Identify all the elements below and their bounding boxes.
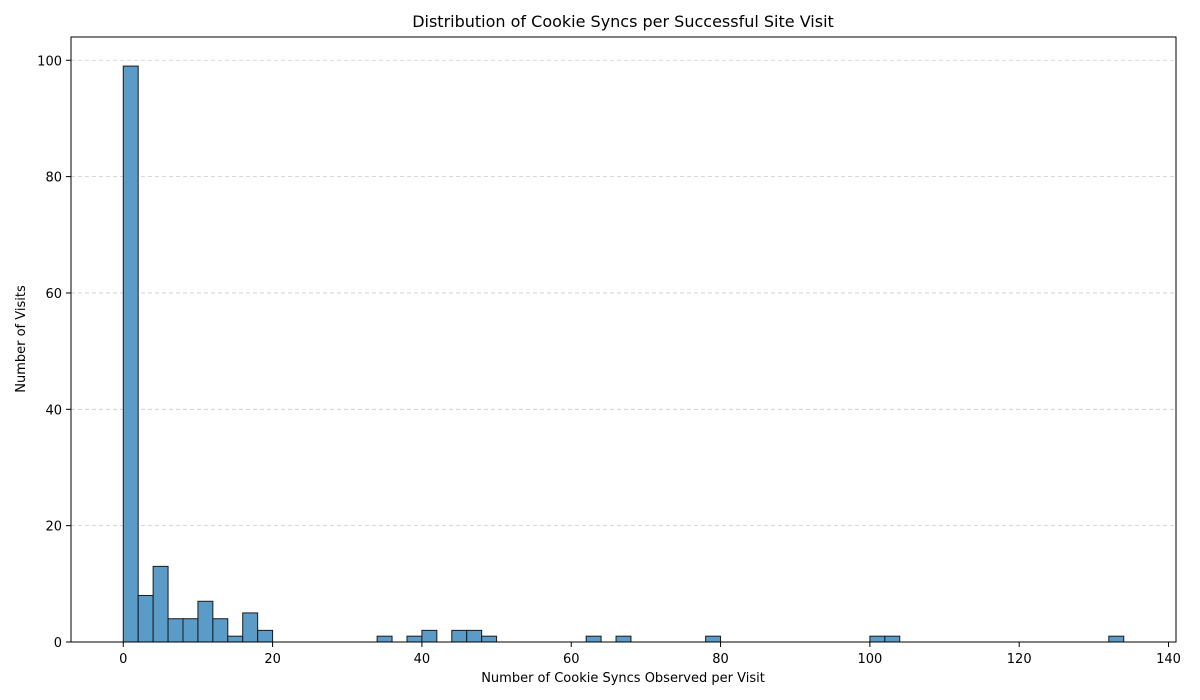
histogram-bar [481, 635, 498, 643]
histogram-bar [167, 618, 184, 643]
histogram-bar [212, 618, 229, 643]
axis-ticks: 0 20 40 60 80 100 120 140 0 20 40 60 80 100 [37, 54, 1181, 667]
histogram-bar [182, 618, 199, 643]
y-tick-label: 80 [45, 171, 62, 186]
x-tick-label: 80 [712, 652, 729, 667]
histogram-bar [376, 635, 393, 643]
y-tick-label: 40 [45, 403, 62, 418]
bars [122, 65, 1125, 643]
histogram-bar [884, 635, 901, 643]
histogram-bar [137, 594, 154, 643]
histogram-bar [406, 635, 423, 643]
y-tick-label: 20 [45, 520, 62, 535]
histogram-bar [451, 629, 468, 643]
x-tick-label: 20 [264, 652, 281, 667]
histogram-bar [869, 635, 886, 643]
chart-title: Distribution of Cookie Syncs per Success… [412, 12, 834, 31]
x-tick-label: 120 [1007, 652, 1032, 667]
grid-lines [71, 59, 1176, 527]
histogram-bar [705, 635, 722, 643]
x-axis-label: Number of Cookie Syncs Observed per Visi… [481, 671, 765, 686]
y-tick-label: 100 [37, 54, 62, 69]
histogram-bar [421, 629, 438, 643]
x-tick-label: 140 [1156, 652, 1181, 667]
x-tick-label: 100 [857, 652, 882, 667]
x-tick-label: 0 [119, 652, 127, 667]
histogram-bar [1108, 635, 1125, 643]
histogram-bar [615, 635, 632, 643]
y-tick-label: 60 [45, 287, 62, 302]
histogram-bar [257, 629, 274, 643]
histogram-bar [466, 629, 483, 643]
y-axis-label: Number of Visits [14, 285, 29, 393]
histogram-bar [242, 612, 259, 643]
histogram-bar [197, 600, 214, 643]
histogram-bar [122, 65, 139, 643]
x-tick-label: 40 [414, 652, 431, 667]
histogram-bar [227, 635, 244, 643]
plot-frame [70, 36, 1177, 643]
y-tick-label: 0 [54, 636, 62, 651]
histogram-bar [585, 635, 602, 643]
histogram-bar [152, 565, 169, 643]
x-tick-label: 60 [563, 652, 580, 667]
